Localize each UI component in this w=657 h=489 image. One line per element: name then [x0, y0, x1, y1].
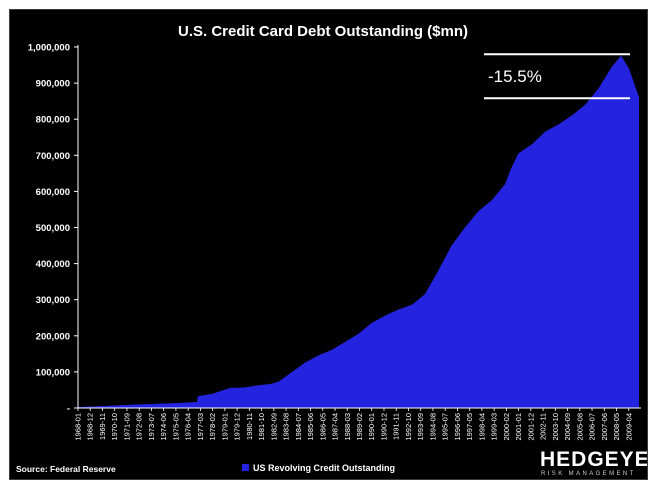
y-tick-label: 500,000	[36, 223, 70, 234]
legend-label: US Revolving Credit Outstanding	[253, 463, 395, 473]
x-tick-label: 1971-09	[122, 413, 131, 441]
x-tick-label: 1993-09	[416, 413, 425, 441]
x-tick-label: 1989-02	[355, 413, 364, 441]
x-tick-label: 2008-05	[612, 413, 621, 441]
x-tick-label: 1981-10	[257, 413, 266, 441]
y-tick-label: 400,000	[36, 259, 70, 270]
y-tick-label: -	[67, 404, 70, 415]
x-tick-label: 2009-04	[624, 413, 633, 441]
chart-canvas: U.S. Credit Card Debt Outstanding ($mn) …	[16, 23, 648, 477]
x-tick-label: 2001-12	[526, 413, 535, 441]
x-tick-label: 2006-07	[588, 413, 597, 441]
x-tick-label: 1991-11	[392, 413, 401, 440]
plot-area	[77, 55, 640, 409]
x-tick-label: 1992-10	[404, 413, 413, 441]
x-tick-label: 2005-08	[575, 413, 584, 441]
x-tick-label: 2007-06	[600, 413, 609, 441]
x-tick-label: 2003-10	[551, 413, 560, 441]
chart-title: U.S. Credit Card Debt Outstanding ($mn)	[178, 23, 468, 40]
source-note: Source: Federal Reserve	[16, 464, 116, 474]
legend-swatch	[242, 464, 249, 471]
x-tick-label: 1968-12	[86, 413, 95, 441]
x-tick-label: 1977-03	[196, 413, 205, 441]
x-tick-label: 1997-05	[465, 413, 474, 441]
y-axis: - 100,000 200,000 300,000 400,000 500,000 600,…	[28, 43, 78, 415]
x-tick-label: 1973-07	[147, 413, 156, 441]
y-tick-label: 600,000	[36, 187, 70, 198]
chart-frame: U.S. Credit Card Debt Outstanding ($mn) …	[9, 9, 648, 480]
x-axis: 1968-01 1968-12 1969-11 1970-10 1971-09 1972-…	[74, 408, 633, 441]
x-tick-label: 1978-02	[208, 413, 217, 441]
y-tick-label: 700,000	[36, 151, 70, 162]
x-tick-label: 1972-08	[135, 413, 144, 441]
x-tick-label: 1974-06	[159, 413, 168, 441]
x-tick-label: 1979-01	[220, 413, 229, 441]
x-tick-label: 1996-06	[453, 413, 462, 441]
annotation-label: -15.5%	[488, 67, 542, 86]
x-tick-label: 1998-04	[477, 413, 486, 441]
x-tick-label: 1970-10	[110, 413, 119, 441]
x-tick-label: 1975-05	[171, 413, 180, 441]
x-tick-label: 1988-03	[343, 413, 352, 441]
x-tick-label: 1999-03	[490, 413, 499, 441]
x-tick-label: 1987-04	[331, 413, 340, 441]
x-tick-label: 1990-12	[379, 413, 388, 441]
x-tick-label: 1983-08	[282, 413, 291, 441]
y-tick-label: 1,000,000	[28, 43, 70, 54]
x-tick-label: 1979-12	[233, 413, 242, 441]
x-tick-label: 1969-11	[98, 413, 107, 440]
x-tick-label: 1990-01	[367, 413, 376, 441]
annotation: -15.5%	[484, 53, 630, 100]
y-tick-label: 300,000	[36, 295, 70, 306]
hedgeye-logo-subtitle: RISK MANAGEMENT	[541, 471, 636, 477]
y-tick-label: 100,000	[36, 367, 70, 378]
series-area-0	[77, 55, 640, 409]
y-tick-label: 200,000	[36, 331, 70, 342]
x-tick-label: 1994-08	[428, 413, 437, 441]
x-tick-label: 1995-07	[441, 413, 450, 441]
x-tick-label: 1976-04	[184, 413, 193, 441]
x-tick-label: 1968-01	[74, 413, 83, 441]
x-tick-label: 2000-02	[502, 413, 511, 441]
x-tick-label: 2004-09	[563, 413, 572, 441]
x-tick-label: 1982-09	[269, 413, 278, 441]
y-tick-label: 800,000	[36, 115, 70, 126]
hedgeye-logo: HEDGEYE	[540, 448, 648, 471]
x-tick-label: 1984-07	[294, 413, 303, 441]
x-tick-label: 1985-06	[306, 413, 315, 441]
y-tick-label: 900,000	[36, 79, 70, 90]
x-tick-label: 2002-11	[539, 413, 548, 440]
x-tick-label: 1980-11	[245, 413, 254, 440]
x-tick-label: 2001-01	[514, 413, 523, 441]
x-tick-label: 1986-05	[318, 413, 327, 441]
